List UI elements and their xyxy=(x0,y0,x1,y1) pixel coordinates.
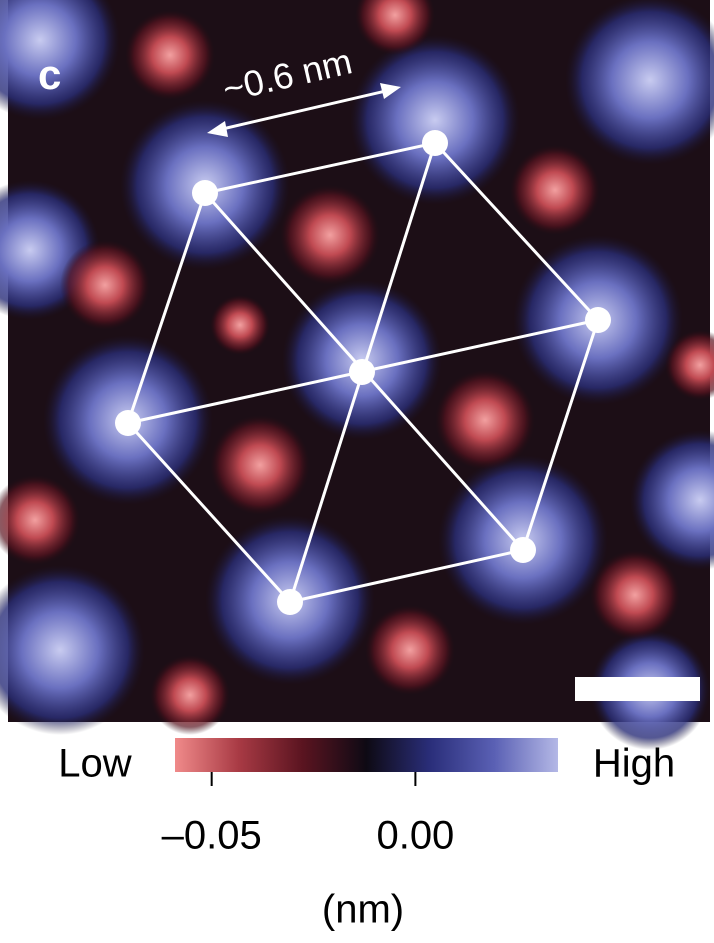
figure: ~0.6 nm c Low High (nm) –0.050.00 xyxy=(0,0,714,943)
colorbar-high-label: High xyxy=(593,742,675,786)
colorbar-low-label: Low xyxy=(58,742,131,786)
colorbar-unit: (nm) xyxy=(322,888,404,932)
colorbar xyxy=(175,738,558,772)
colorbar-tick-label: 0.00 xyxy=(376,814,454,858)
panel-label: c xyxy=(38,51,61,98)
colorbar-tick-label: –0.05 xyxy=(162,814,262,858)
scale-bar xyxy=(575,677,700,701)
